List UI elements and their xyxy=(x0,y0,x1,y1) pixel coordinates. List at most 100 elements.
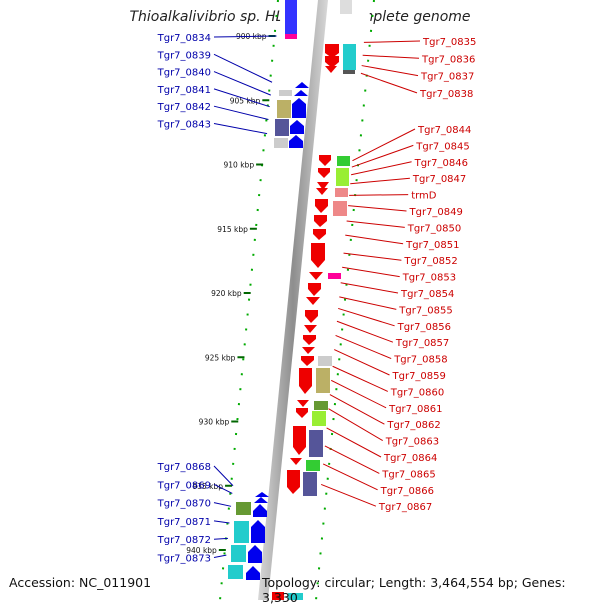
gene-label[interactable]: Tgr7_0845 xyxy=(415,141,469,152)
minus-gene-arrow xyxy=(302,347,315,354)
gene-label[interactable]: Tgr7_0837 xyxy=(420,72,474,83)
minus-gene-arrow xyxy=(325,56,339,68)
minus-gene-arrow xyxy=(287,470,300,494)
plus-gene-arrow xyxy=(292,98,306,118)
gene-label[interactable]: Tgr7_0840 xyxy=(157,68,211,79)
gene-label-leader xyxy=(360,72,418,94)
gene-block xyxy=(340,0,352,14)
plus-gene-arrow xyxy=(295,82,309,88)
gene-label[interactable]: Tgr7_0855 xyxy=(398,305,452,316)
gene-label[interactable]: Tgr7_0846 xyxy=(414,158,468,169)
gene-label[interactable]: Tgr7_0841 xyxy=(157,85,211,96)
minus-gene-arrow xyxy=(308,283,321,296)
gene-block xyxy=(236,502,251,515)
gene-label[interactable]: Tgr7_0869 xyxy=(157,480,211,491)
gene-label[interactable]: Tgr7_0870 xyxy=(157,499,211,510)
gene-label[interactable]: Tgr7_0849 xyxy=(409,207,463,218)
gene-label[interactable]: Tgr7_0857 xyxy=(395,338,449,349)
gene-block xyxy=(335,188,348,197)
minus-gene-arrow xyxy=(313,229,326,240)
gene-label[interactable]: Tgr7_0862 xyxy=(386,420,440,431)
minus-gene-arrow xyxy=(296,408,308,418)
gene-label[interactable]: Tgr7_0851 xyxy=(405,240,459,251)
tick-label: 905 kbp xyxy=(230,96,261,105)
gene-label-leader xyxy=(350,177,410,185)
gene-block xyxy=(343,44,356,70)
gene-label[interactable]: Tgr7_0866 xyxy=(380,486,434,497)
gene-label[interactable]: Tgr7_0867 xyxy=(378,502,432,513)
plus-gene-arrow xyxy=(254,497,268,503)
gene-block xyxy=(336,168,349,186)
gene-block xyxy=(318,356,332,366)
tick-label: 925 kbp xyxy=(205,353,236,362)
gene-label[interactable]: Tgr7_0852 xyxy=(403,256,457,267)
plus-gene-arrow xyxy=(294,90,308,96)
gene-label[interactable]: Tgr7_0873 xyxy=(157,554,211,565)
gene-label[interactable]: Tgr7_0860 xyxy=(390,387,444,398)
gene-label[interactable]: Tgr7_0872 xyxy=(157,535,211,546)
gene-block xyxy=(285,34,297,39)
gene-label[interactable]: Tgr7_0865 xyxy=(381,469,435,480)
gene-label[interactable]: Tgr7_0850 xyxy=(407,223,461,234)
gene-label[interactable]: Tgr7_0836 xyxy=(421,54,475,65)
gene-label[interactable]: Tgr7_0839 xyxy=(157,50,211,61)
gene-label-leader xyxy=(334,349,390,376)
gene-label-leader xyxy=(339,296,397,310)
gene-label-leader xyxy=(213,88,270,108)
gene-label[interactable]: Tgr7_0842 xyxy=(157,102,211,113)
track-dots-right xyxy=(315,0,375,600)
gene-label-leader xyxy=(351,144,414,168)
gene-label[interactable]: Tgr7_0838 xyxy=(419,89,473,100)
minus-gene-arrow xyxy=(314,215,327,227)
gene-label-leader xyxy=(328,408,383,442)
gene-block xyxy=(314,401,328,410)
left-gene-labels: Tgr7_0834 Tgr7_0839 Tgr7_0840 Tgr7_0841 Tgr7… xyxy=(157,33,277,565)
tick-label: 930 kbp xyxy=(199,418,230,427)
gene-label[interactable]: Tgr7_0835 xyxy=(422,37,476,48)
gene-label[interactable]: Tgr7_0844 xyxy=(417,125,471,136)
minus-gene-arrow xyxy=(325,66,337,73)
gene-block xyxy=(312,411,326,426)
plus-gene-arrow xyxy=(246,566,260,580)
gene-block xyxy=(288,593,303,600)
gene-label[interactable]: Tgr7_0854 xyxy=(400,289,454,300)
plus-gene-arrow xyxy=(289,135,303,148)
gene-block xyxy=(337,156,350,166)
gene-label-leader xyxy=(362,54,420,59)
gene-label[interactable]: Tgr7_0847 xyxy=(412,174,466,185)
gene-label-leader xyxy=(322,463,378,491)
gene-block xyxy=(285,0,297,36)
gene-label[interactable]: Tgr7_0843 xyxy=(157,120,211,131)
gene-block xyxy=(234,521,249,543)
gene-label[interactable]: Tgr7_0858 xyxy=(393,355,447,366)
gene-label[interactable]: Tgr7_0856 xyxy=(397,322,451,333)
gene-block xyxy=(275,119,289,136)
minus-gene-arrow xyxy=(319,155,331,166)
gene-label[interactable]: Tgr7_0868 xyxy=(157,462,211,473)
gene-label[interactable]: Tgr7_0834 xyxy=(157,33,211,44)
gene-label[interactable]: Tgr7_0853 xyxy=(402,273,456,284)
gene-label[interactable]: Tgr7_0859 xyxy=(392,371,446,382)
minus-gene-arrow xyxy=(306,297,320,305)
genome-axis xyxy=(258,0,328,600)
gene-block xyxy=(228,565,243,579)
gene-block xyxy=(274,138,288,148)
gene-label[interactable]: Tgr7_0864 xyxy=(383,453,437,464)
plus-gene-arrow xyxy=(255,492,269,497)
tick-label: 915 kbp xyxy=(217,225,248,234)
tick-label: 910 kbp xyxy=(224,161,255,170)
gene-label-leader xyxy=(338,307,395,327)
gene-label[interactable]: Tgr7_0863 xyxy=(385,437,439,448)
gene-label[interactable]: Tgr7_0861 xyxy=(388,404,442,415)
gene-label-leader xyxy=(335,334,392,360)
top-genes xyxy=(285,0,352,39)
gene-label-leader xyxy=(352,128,416,162)
gene-block xyxy=(231,545,246,562)
gene-label-leader xyxy=(213,35,277,38)
gene-label[interactable]: trmD xyxy=(411,191,437,202)
gene-label[interactable]: Tgr7_0871 xyxy=(157,517,211,528)
minus-gene-arrow xyxy=(293,426,306,455)
minus-gene-arrow xyxy=(297,400,309,407)
plus-gene-arrow xyxy=(251,520,265,543)
